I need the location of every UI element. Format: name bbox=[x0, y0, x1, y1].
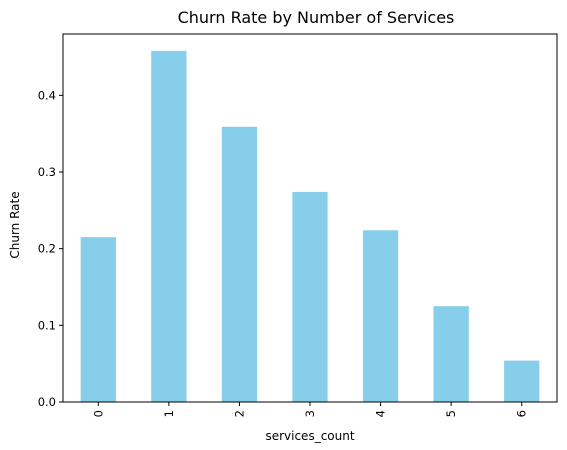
bar-1 bbox=[151, 50, 187, 402]
x-tick-label: 2 bbox=[232, 410, 246, 417]
x-tick-label: 4 bbox=[374, 410, 388, 417]
x-tick-label: 0 bbox=[91, 410, 105, 417]
y-axis-label: Churn Rate bbox=[8, 191, 22, 258]
y-tick-label: 0.1 bbox=[38, 318, 56, 332]
y-tick-label: 0.4 bbox=[38, 88, 56, 102]
x-axis-label: services_count bbox=[265, 429, 354, 443]
bar-5 bbox=[433, 306, 469, 402]
bar-0 bbox=[80, 237, 116, 402]
x-axis-ticks: 0 1 2 3 4 5 6 bbox=[91, 402, 529, 417]
bar-6 bbox=[504, 360, 540, 402]
y-tick-label: 0.2 bbox=[38, 242, 56, 256]
x-tick-label: 3 bbox=[303, 410, 317, 417]
plot-frame bbox=[62, 33, 558, 403]
bars-group bbox=[80, 50, 540, 403]
x-tick-label: 5 bbox=[444, 410, 458, 417]
bar-2 bbox=[221, 126, 258, 403]
x-tick-label: 1 bbox=[162, 410, 176, 417]
chart-title: Churn Rate by Number of Services bbox=[178, 8, 455, 27]
y-tick-label: 0.0 bbox=[38, 395, 56, 409]
y-tick-label: 0.3 bbox=[38, 165, 56, 179]
x-tick-label: 6 bbox=[515, 410, 529, 417]
bar-4 bbox=[362, 230, 399, 402]
bar-3 bbox=[292, 191, 328, 402]
y-axis-ticks: 0.0 0.1 0.2 0.3 0.4 bbox=[38, 88, 63, 409]
